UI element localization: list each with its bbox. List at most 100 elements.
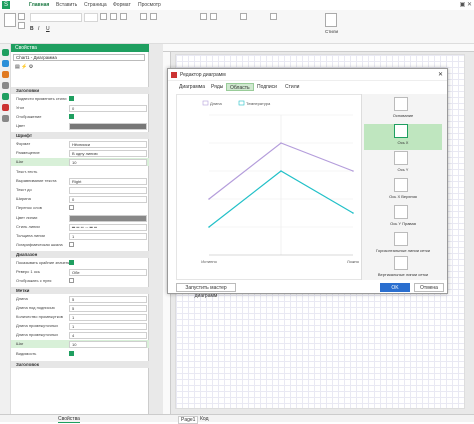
font-size-select[interactable] (84, 13, 98, 22)
shape-component-icon[interactable] (2, 115, 9, 122)
gallery-item[interactable]: Ось X Верхняя (364, 178, 442, 204)
tab-page[interactable]: Страница (84, 2, 107, 8)
dtab-area[interactable]: Область (226, 83, 254, 91)
prop-input[interactable]: 5 (69, 295, 147, 303)
prop-input[interactable]: 4 (69, 331, 147, 339)
styles-icon[interactable] (325, 13, 337, 27)
prop-label: Текст-тесть (16, 169, 38, 174)
window-controls[interactable]: ▣ ✕ (459, 2, 472, 8)
gallery-item[interactable]: Ось Y Правая (364, 205, 442, 231)
italic-icon[interactable]: I (38, 26, 40, 32)
prop-input[interactable]: Нёспииси (69, 140, 147, 148)
status-bar: Свойства Page1 Код (0, 414, 474, 424)
section-labels[interactable]: Метки (11, 287, 149, 294)
paste-icon[interactable] (4, 13, 16, 27)
prop-checkbox[interactable] (69, 351, 74, 356)
bold-icon[interactable]: B (30, 26, 34, 32)
color-picker[interactable] (69, 214, 147, 222)
align-right-icon[interactable] (120, 13, 127, 20)
properties-icon[interactable] (2, 49, 9, 56)
tab-home[interactable]: Главная (29, 2, 50, 8)
text-box-icon[interactable] (140, 13, 147, 20)
prop-input[interactable] (69, 186, 147, 194)
gallery-item[interactable]: Горизонтальные линии сетки (364, 232, 442, 258)
prop-checkbox[interactable] (69, 96, 74, 101)
section-titles[interactable]: Заголовки (11, 87, 149, 94)
cut-icon[interactable] (18, 13, 25, 20)
gallery-item[interactable]: Вертикальные линии сетки (364, 256, 442, 282)
prop-input[interactable]: 5 (69, 304, 147, 312)
fill-icon[interactable] (210, 13, 217, 20)
tab-format[interactable]: Формат (113, 2, 131, 8)
align-left-icon[interactable] (100, 13, 107, 20)
color-picker[interactable] (69, 122, 147, 130)
group-icon[interactable] (270, 13, 277, 20)
prop-input[interactable]: 1 (69, 322, 147, 330)
prop-checkbox[interactable] (69, 242, 74, 247)
prop-row-highlighted: Шаг 10 (11, 158, 149, 166)
dtab-chart[interactable]: Диаграмма (179, 84, 206, 90)
prop-row: Отображение (11, 113, 149, 121)
prop-checkbox[interactable] (69, 278, 74, 283)
prop-row: Перенос слов (11, 204, 149, 212)
prop-select[interactable]: Обе (69, 268, 147, 276)
prop-row: Количество промежутков 1 (11, 313, 149, 321)
text-component-icon[interactable] (2, 82, 9, 89)
ribbon: B I U Стили (0, 10, 474, 44)
data-point (280, 142, 282, 144)
prop-row: Логарифмическая шкала (11, 241, 149, 249)
dictionary-icon[interactable] (2, 60, 9, 67)
dtab-series[interactable]: Ряды (211, 84, 224, 90)
dialog-tabs: Диаграмма Ряды Область Подписи Стили (168, 82, 447, 91)
tab-code[interactable]: Код (200, 416, 209, 422)
align-center-icon[interactable] (110, 13, 117, 20)
prop-label: Длина под подписью (16, 305, 55, 310)
prop-select[interactable]: В одну линию (69, 149, 147, 157)
prop-row: Ширина 0 (11, 195, 149, 203)
ok-button[interactable]: OK (380, 283, 410, 292)
border-icon[interactable] (200, 13, 207, 20)
font-family-select[interactable] (30, 13, 82, 22)
tab-view[interactable]: Просмотр (138, 2, 161, 8)
prop-select[interactable]: Right (69, 177, 147, 185)
underline-icon[interactable]: U (46, 26, 50, 32)
section-font[interactable]: Шрифт (11, 132, 149, 139)
chart-preview[interactable]: Истинно Ложно Длина Температура (176, 94, 362, 280)
line-style-picker[interactable]: ━ ┅ ┉ ┈ ━ ┅ (69, 223, 147, 231)
prop-label: Выравнивание текста (16, 178, 57, 183)
prop-row: Цвет (11, 122, 149, 130)
report-tree-icon[interactable] (2, 71, 9, 78)
prop-input[interactable]: 1 (69, 232, 147, 240)
tab-insert[interactable]: Вставить (56, 2, 78, 8)
prop-checkbox[interactable] (69, 205, 74, 210)
prop-input[interactable]: 1 (69, 313, 147, 321)
gallery-item[interactable]: Ось Y (364, 151, 442, 177)
prop-label: Шаг (16, 159, 24, 164)
prop-checkbox[interactable] (69, 260, 74, 265)
prop-input[interactable]: 10 (69, 158, 147, 166)
image-component-icon[interactable] (2, 104, 9, 111)
chart-component-icon[interactable] (2, 93, 9, 100)
cancel-button[interactable]: Отмена (414, 283, 444, 292)
wizard-button[interactable]: Запустить мастер диаграмм (176, 283, 236, 299)
app-logo-icon: S (2, 1, 10, 9)
prop-input[interactable]: 10 (69, 340, 147, 348)
dtab-styles[interactable]: Стили (285, 84, 300, 90)
legend-label: Длина (210, 101, 222, 106)
prop-checkbox[interactable] (69, 114, 74, 119)
image-icon[interactable] (150, 13, 157, 20)
prop-row: Формат Нёспииси (11, 140, 149, 148)
prop-input[interactable]: 0 (69, 104, 147, 112)
tab-page1[interactable]: Page1 (178, 416, 199, 424)
close-icon[interactable]: ✕ (437, 72, 443, 78)
object-select[interactable]: Chart1 - Диаграмма (13, 54, 145, 61)
gallery-item[interactable]: Основание (364, 97, 442, 123)
section-range[interactable]: Диапазон (11, 251, 149, 258)
gallery-item-selected[interactable]: Ось X (364, 124, 442, 150)
copy-icon[interactable] (18, 22, 25, 29)
dtab-labels[interactable]: Подписи (257, 84, 277, 90)
arrange-icon[interactable] (240, 13, 247, 20)
chart-element-icon (394, 256, 408, 270)
section-titles-2[interactable]: Заголовок (11, 361, 149, 368)
prop-input[interactable]: 0 (69, 195, 147, 203)
